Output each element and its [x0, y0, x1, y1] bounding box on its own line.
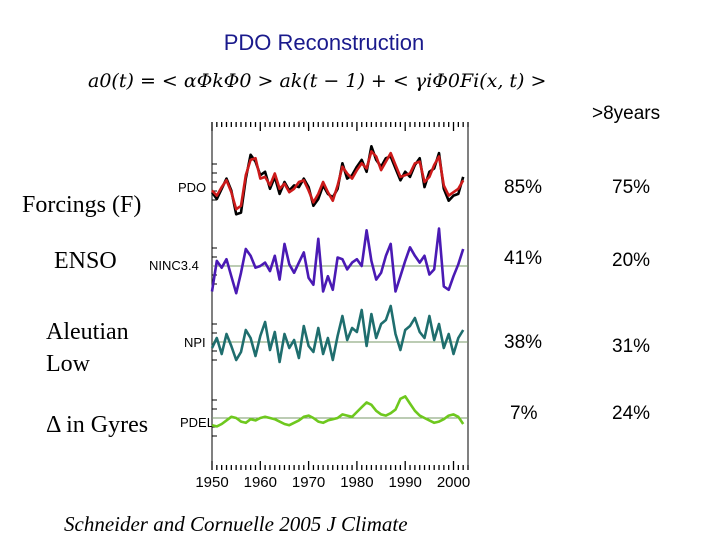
formula-alpha-phi: αΦkΦ0 [183, 70, 252, 92]
pct-8yr-npi: 31% [612, 336, 651, 357]
x-tick-label-1970: 1970 [292, 474, 325, 491]
formula-a0: a0(t) [88, 70, 134, 92]
formula-plus: + < [370, 70, 409, 92]
formula-ak: ak(t − 1) [279, 70, 365, 92]
formula-gamma: γiΦ0Fi(x, t) [414, 70, 525, 92]
series-label-ninc3.4: NINC3.4 [149, 258, 199, 273]
series-label-npi: NPI [184, 335, 206, 350]
formula-gt: > [257, 70, 274, 92]
formula-end: > [530, 70, 547, 92]
x-tick-label-1960: 1960 [244, 474, 277, 491]
pct-total-pdo: 85% [504, 177, 543, 198]
pct-8yr-gyres: 24% [612, 403, 651, 424]
series-line-npi-0 [210, 304, 465, 364]
pct-total-gyres: 7% [510, 403, 538, 424]
series-line-pdel-0 [211, 395, 465, 428]
series-line-ninc3.4-0 [210, 227, 465, 295]
x-tick-label-2000: 2000 [437, 474, 470, 491]
pct-total-enso: 41% [504, 248, 543, 269]
series-label-pdo: PDO [178, 180, 206, 195]
citation: Schneider and Cornuelle 2005 J Climate [64, 512, 408, 536]
x-tick-label-1950: 1950 [195, 474, 228, 491]
pct-8yr-enso: 20% [612, 250, 651, 271]
row-label-enso: ENSO [54, 248, 117, 274]
row-label-aleutian-low: Aleutian Low [46, 319, 129, 377]
series-line-pdo-1 [211, 150, 465, 211]
x-tick-label-1990: 1990 [389, 474, 422, 491]
pct-total-npi: 38% [504, 332, 543, 353]
x-tick-label-1980: 1980 [340, 474, 373, 491]
formula-eq: = < [139, 70, 178, 92]
pct-8yr-pdo: 75% [612, 177, 651, 198]
column-header-8years: >8years [592, 103, 661, 124]
series-label-pdel: PDEL [180, 415, 214, 430]
reconstruction-formula: a0(t) = < αΦkΦ0 > ak(t − 1) + < γiΦ0Fi(x… [88, 70, 546, 92]
forcings-header: Forcings (F) [22, 192, 142, 218]
row-label-gyres: Δ in Gyres [46, 412, 149, 438]
slide-title: PDO Reconstruction [223, 30, 425, 55]
